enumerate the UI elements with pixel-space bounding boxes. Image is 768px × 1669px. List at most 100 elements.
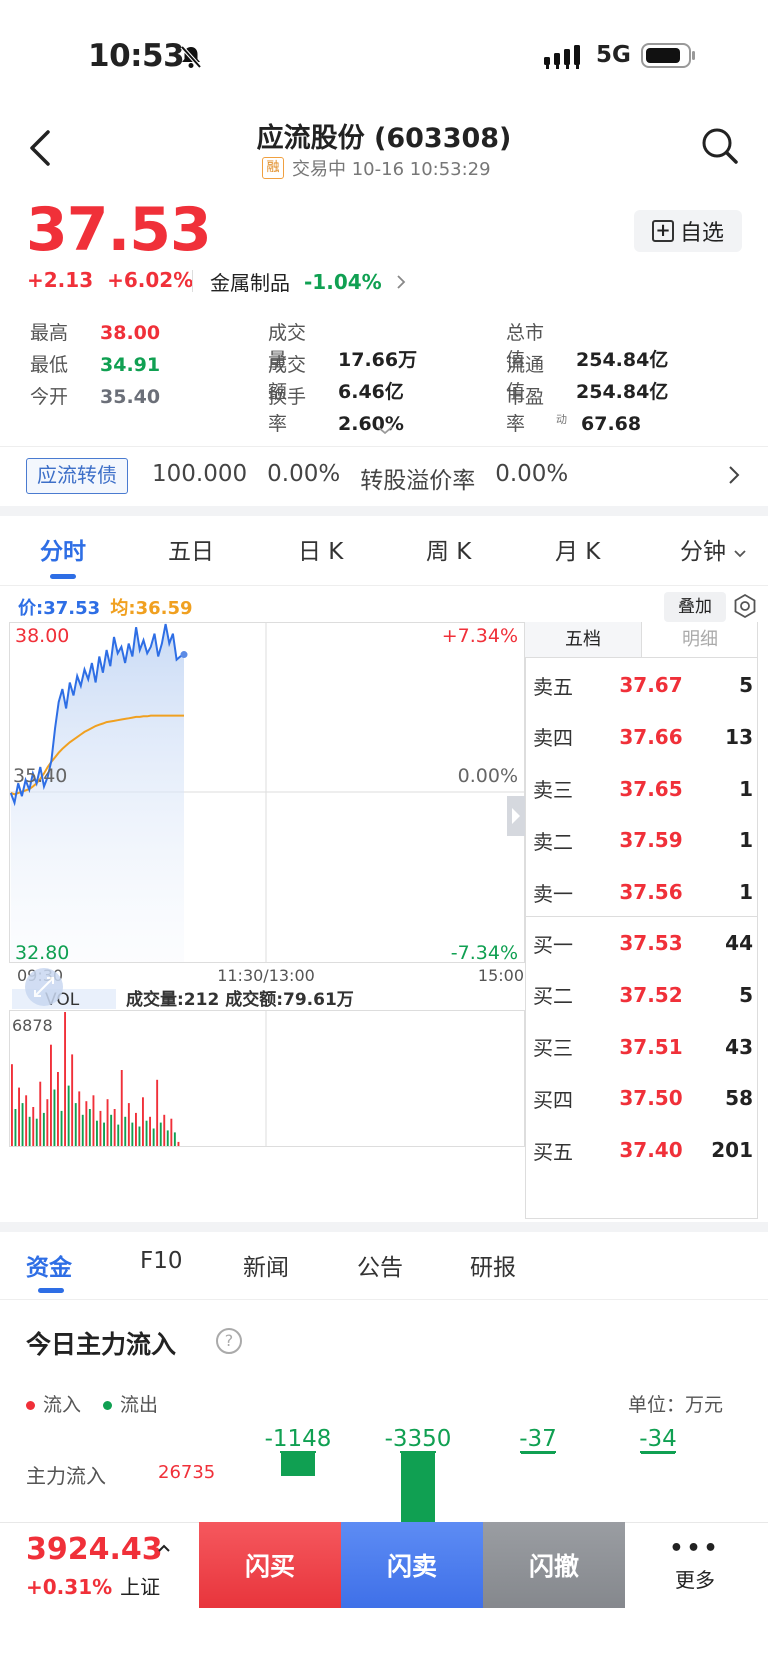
volume-bar <box>85 1101 88 1146</box>
index-change-pct: +0.31% <box>26 1575 113 1599</box>
chevron-up-icon[interactable] <box>157 1538 171 1557</box>
tab-news[interactable]: 新闻 <box>243 1255 289 1281</box>
volume-bar <box>138 1126 141 1146</box>
tab-intraday[interactable]: 分时 <box>40 539 86 565</box>
tab-daily-k[interactable]: 日 K <box>298 539 344 565</box>
volume-bar <box>127 1103 130 1146</box>
bond-tag[interactable]: 应流转债 <box>26 458 128 494</box>
bid-row[interactable]: 买三 37.51 43 <box>533 1032 753 1062</box>
stock-title: 应流股份 (603308) <box>256 123 512 154</box>
expand-chart-icon[interactable] <box>25 968 63 1006</box>
legend-in: 流入 <box>26 1390 81 1417</box>
stat-label: 市盈率 <box>506 386 545 435</box>
tab-monthly-k[interactable]: 月 K <box>555 539 601 565</box>
index-change: +0.31% 上证 <box>26 1571 160 1600</box>
volume-bar <box>46 1099 49 1146</box>
volume-bar <box>39 1081 42 1146</box>
bond-premium-label: 转股溢价率 <box>360 468 476 494</box>
last-price: 37.53 <box>26 195 212 265</box>
ask-row[interactable]: 卖三 37.65 1 <box>533 774 753 804</box>
volume-bar <box>149 1116 151 1146</box>
tab-weekly-k[interactable]: 周 K <box>426 539 472 565</box>
volume-bar <box>67 1085 70 1146</box>
quick-buy-button[interactable]: 闪买 <box>199 1522 341 1608</box>
tab-minute[interactable]: 分钟 <box>680 532 747 566</box>
stat-label: 总市值 <box>506 322 545 371</box>
legend-out-label: 流出 <box>120 1394 159 1416</box>
fund-flow-legend: 流入 流出 <box>26 1390 158 1417</box>
volume-bar <box>28 1116 31 1146</box>
chart-tabs: 分时 五日 日 K 周 K 月 K 分钟 <box>0 532 768 584</box>
level-price: 37.50 <box>619 1086 683 1111</box>
price-area-fill <box>10 624 184 962</box>
stat-low: 最低 34.91 <box>30 350 160 377</box>
overlay-button[interactable]: 叠加 <box>664 592 726 622</box>
flow-row-label: 主力流入 <box>26 1464 106 1488</box>
ask-row[interactable]: 卖一 37.56 1 <box>533 877 753 907</box>
level-label: 卖五 <box>533 674 573 699</box>
volume-bar <box>166 1130 169 1146</box>
bond-price: 100.000 <box>152 461 248 487</box>
divider <box>0 585 768 586</box>
network-type: 5G <box>596 42 631 68</box>
tab-f10[interactable]: F10 <box>140 1248 183 1274</box>
price-change: +2.13 +6.02% <box>27 268 193 292</box>
collapse-handle-icon[interactable] <box>507 796 525 836</box>
convertible-bond-row[interactable] <box>0 446 768 506</box>
volume-bar <box>117 1124 120 1146</box>
help-icon[interactable]: ? <box>216 1328 242 1354</box>
volume-bar <box>35 1118 38 1146</box>
legend-out: 流出 <box>103 1390 158 1417</box>
tab-announcements[interactable]: 公告 <box>357 1255 403 1281</box>
tab-five-day[interactable]: 五日 <box>168 539 214 565</box>
volume-bar <box>64 1012 66 1146</box>
index-value[interactable]: 3924.43 <box>26 1532 163 1567</box>
ask-row[interactable]: 卖二 37.59 1 <box>533 825 753 855</box>
section-separator <box>0 1222 768 1232</box>
expand-stats-icon[interactable] <box>376 420 394 439</box>
level-label: 卖二 <box>533 829 573 854</box>
tab-funds[interactable]: 资金 <box>26 1255 72 1281</box>
bid-row[interactable]: 买一 37.53 44 <box>533 928 753 958</box>
level-price: 37.56 <box>619 880 683 905</box>
more-icon: ••• <box>669 1536 721 1561</box>
volume-bar <box>78 1091 81 1146</box>
stat-value: 2.60% <box>338 413 404 435</box>
settings-icon[interactable] <box>732 593 758 623</box>
chart-grid <box>9 622 525 1147</box>
intraday-chart[interactable]: 38.00 35.40 32.80 +7.34% 0.00% -7.34% 09… <box>9 622 525 1222</box>
bid-row[interactable]: 买二 37.52 5 <box>533 980 753 1010</box>
margin-badge: 融 <box>262 157 284 179</box>
volume-bar <box>135 1112 137 1146</box>
level-label: 卖四 <box>533 726 573 751</box>
bid-row[interactable]: 买五 37.40 201 <box>533 1135 753 1165</box>
level-volume: 5 <box>739 673 753 697</box>
stat-open: 今开 35.40 <box>30 382 160 409</box>
stat-high: 最高 38.00 <box>30 318 160 345</box>
level-price: 37.40 <box>619 1138 683 1163</box>
tab-five-levels[interactable]: 五档 <box>525 622 642 657</box>
search-icon[interactable] <box>700 126 740 170</box>
flow-bar <box>281 1452 315 1476</box>
quick-sell-button[interactable]: 闪卖 <box>341 1522 483 1608</box>
price-area <box>10 624 184 962</box>
ask-row[interactable]: 卖五 37.67 5 <box>533 670 753 700</box>
tab-research[interactable]: 研报 <box>470 1255 516 1281</box>
tab-details[interactable]: 明细 <box>682 629 718 650</box>
add-watchlist-button[interactable]: + 自选 <box>634 210 742 252</box>
volume-bar <box>71 1054 74 1146</box>
sector-link[interactable]: 金属制品 -1.04% <box>210 267 406 296</box>
quick-cancel-button[interactable]: 闪撤 <box>483 1522 625 1608</box>
y-mid-label: 35.40 <box>13 765 67 787</box>
ask-row[interactable]: 卖四 37.66 13 <box>533 722 753 752</box>
volume-bar <box>21 1103 24 1146</box>
back-icon[interactable] <box>26 128 62 168</box>
bid-row[interactable]: 买四 37.50 58 <box>533 1083 753 1113</box>
volume-bar <box>14 1109 17 1146</box>
price-line <box>9 623 185 807</box>
section-separator <box>0 506 768 516</box>
bond-premium: 0.00% <box>495 461 569 487</box>
chevron-right-icon[interactable] <box>728 465 740 489</box>
more-button[interactable]: ••• 更多 <box>660 1536 730 1593</box>
trading-status: 融 交易中 10-16 10:53:29 <box>262 155 491 181</box>
